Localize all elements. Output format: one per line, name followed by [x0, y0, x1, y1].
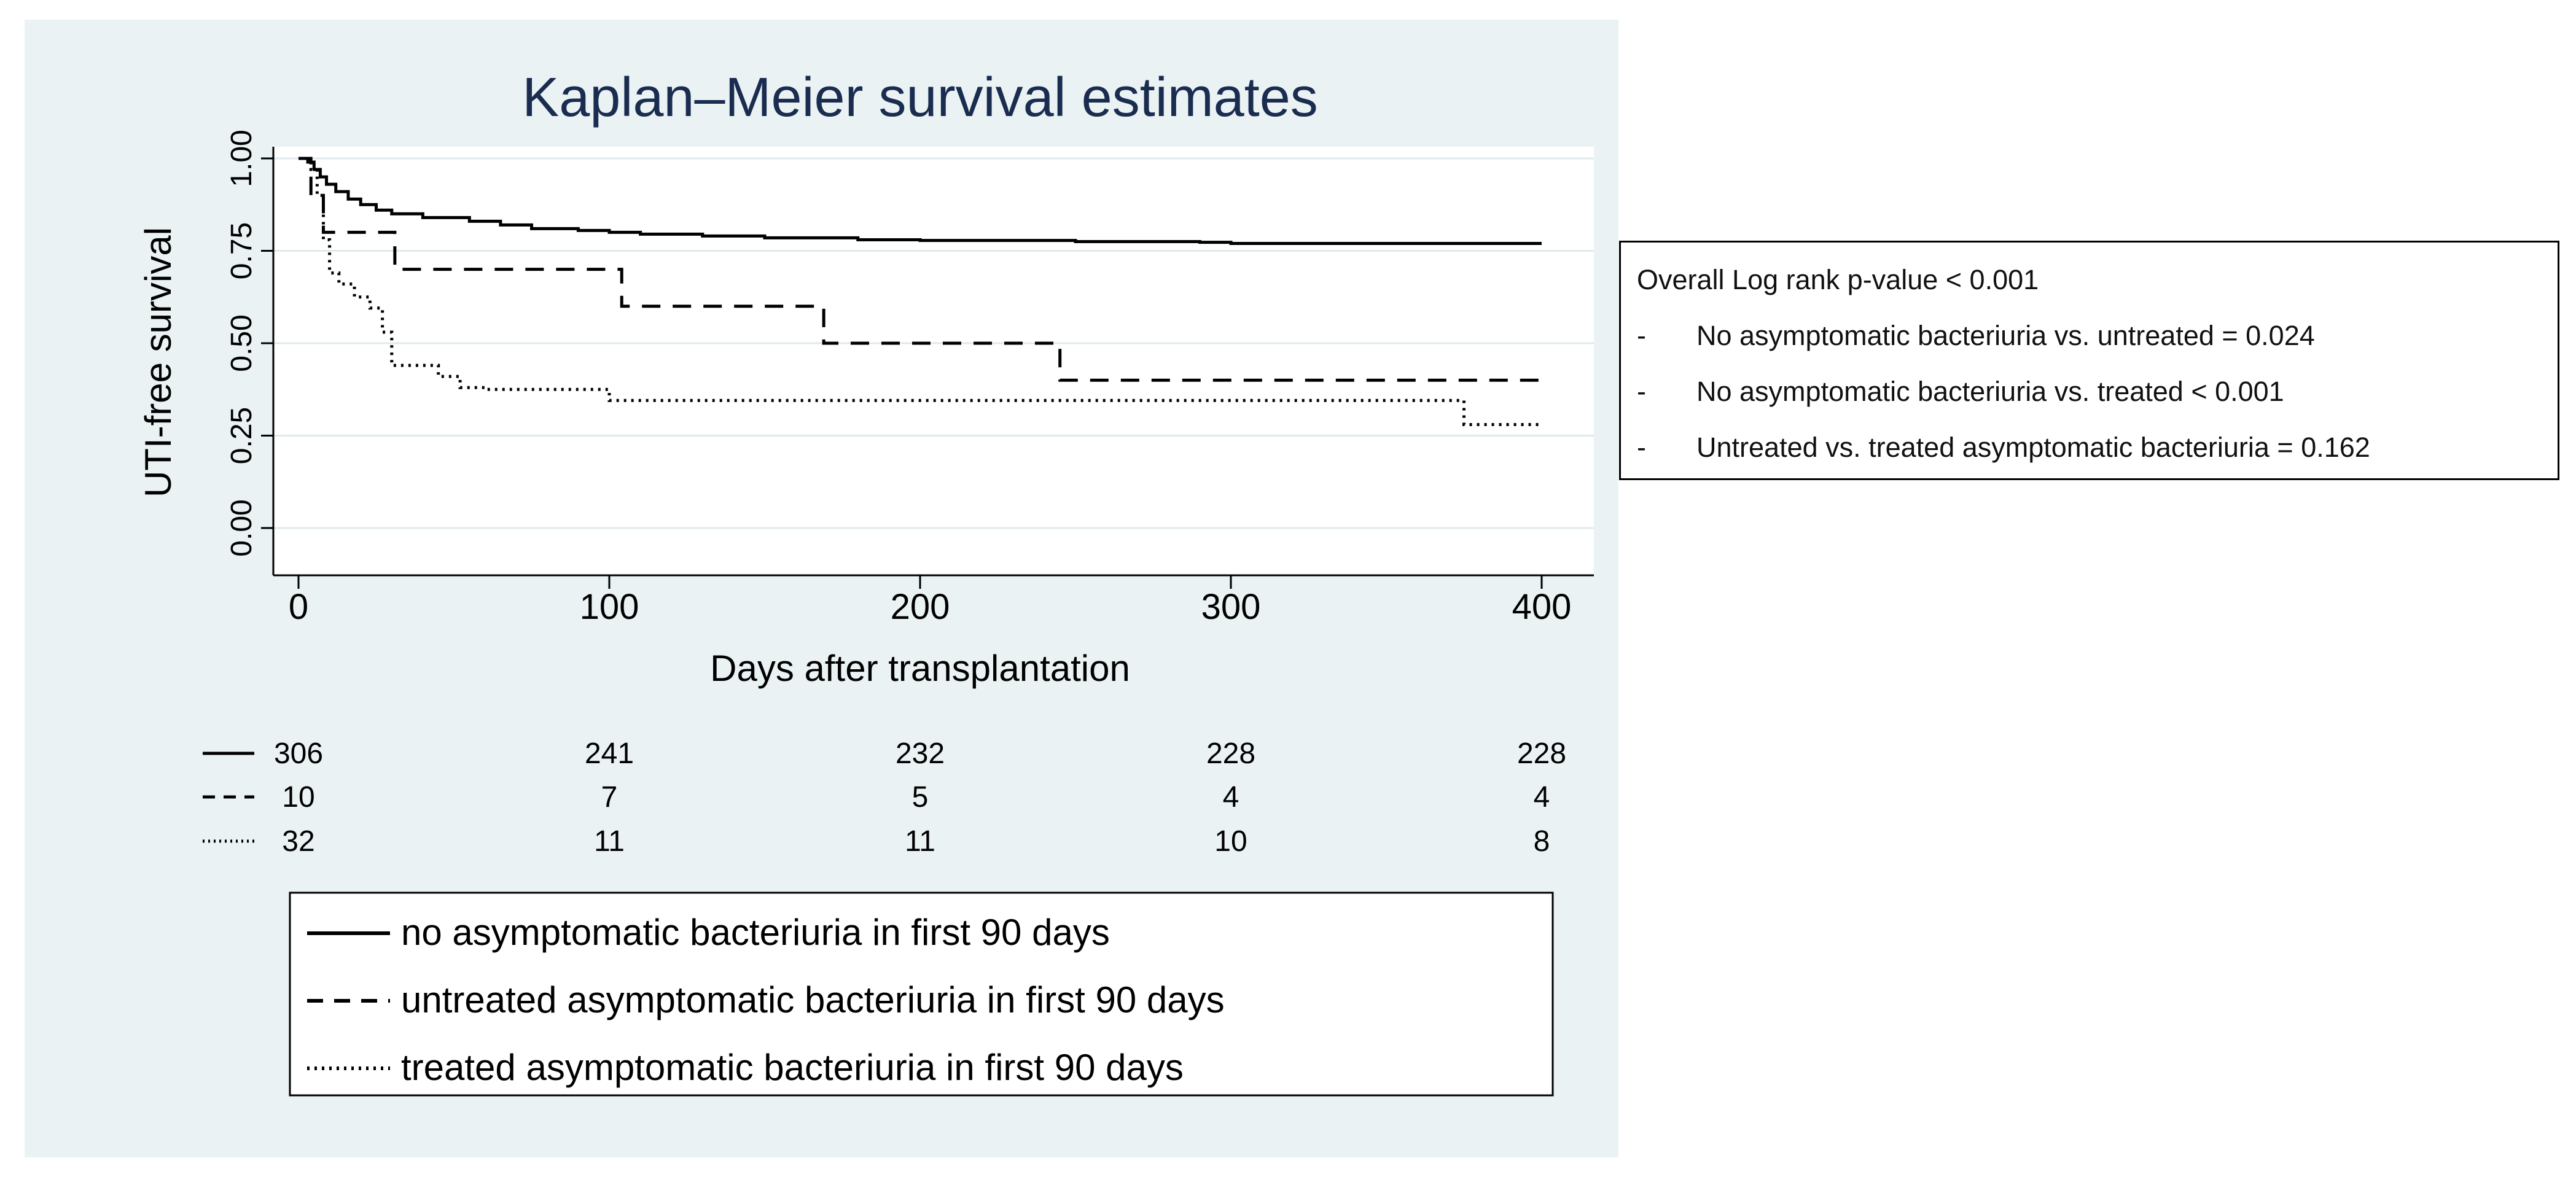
risk-value: 241	[585, 737, 634, 770]
risk-value: 228	[1206, 737, 1255, 770]
y-tick-label: 0.50	[225, 314, 258, 371]
chart-title: Kaplan–Meier survival estimates	[522, 67, 1318, 128]
stats-item-text: No asymptomatic bacteriuria vs. untreate…	[1696, 320, 2315, 351]
x-axis-label: Days after transplantation	[710, 648, 1130, 689]
stats-item-text: No asymptomatic bacteriuria vs. treated …	[1696, 376, 2284, 407]
x-tick-label: 100	[580, 587, 639, 627]
log-rank-stats-box: Overall Log rank p-value < 0.001 - No as…	[1619, 241, 2559, 480]
stats-bullet: -	[1637, 432, 1646, 463]
risk-value: 11	[594, 825, 625, 858]
x-tick-label: 0	[289, 587, 308, 627]
stats-overall-row: Overall Log rank p-value < 0.001	[1621, 266, 2558, 322]
grid-lines	[273, 157, 1594, 529]
figure-panel: 0.00 0.25 0.50 0.75 1.00 0 100 200 300 400 Kaplan…	[25, 20, 1618, 1157]
y-tick-label: 0.25	[225, 407, 258, 464]
risk-value: 32	[282, 825, 314, 858]
stats-item-row: - No asymptomatic bacteriuria vs. treate…	[1621, 378, 2558, 433]
risk-value: 4	[1534, 781, 1550, 814]
stats-overall-text: Overall Log rank p-value < 0.001	[1637, 264, 2039, 295]
legend: no asymptomatic bacteriuria in first 90 …	[289, 891, 1554, 1097]
risk-value: 11	[905, 825, 935, 858]
stats-bullet: -	[1637, 376, 1646, 407]
series-line-solid	[299, 157, 1542, 245]
legend-label-dashed: untreated asymptomatic bacteriuria in fi…	[401, 979, 1225, 1020]
axes: 0.00 0.25 0.50 0.75 1.00 0 100 200 300 400	[225, 130, 1594, 627]
km-chart: 0.00 0.25 0.50 0.75 1.00 0 100 200 300 400 Kaplan…	[138, 67, 1594, 1097]
survival-curves	[299, 157, 1542, 426]
series-line-dashed	[299, 157, 1542, 382]
risk-table: 306 241 232 228 228 10 7 5 4 4 32 11 11 10 8	[203, 737, 1566, 858]
stats-bullet: -	[1637, 320, 1646, 351]
legend-box	[289, 891, 1554, 1097]
stats-item-row: - No asymptomatic bacteriuria vs. untrea…	[1621, 322, 2558, 378]
series-line-dotted	[299, 157, 1542, 426]
x-tick-label: 200	[891, 587, 950, 627]
risk-value: 10	[282, 781, 314, 814]
y-tick-label: 0.00	[225, 499, 258, 556]
risk-value: 4	[1223, 781, 1239, 814]
risk-value: 8	[1534, 825, 1550, 858]
risk-value: 7	[601, 781, 618, 814]
legend-label-dotted: treated asymptomatic bacteriuria in firs…	[401, 1047, 1184, 1088]
risk-value: 232	[896, 737, 945, 770]
stats-item-text: Untreated vs. treated asymptomatic bacte…	[1696, 432, 2370, 463]
stats-item-row: - Untreated vs. treated asymptomatic bac…	[1621, 433, 2558, 489]
risk-value: 10	[1214, 825, 1247, 858]
x-tick-label: 400	[1512, 587, 1572, 627]
risk-value: 228	[1517, 737, 1566, 770]
legend-label-solid: no asymptomatic bacteriuria in first 90 …	[401, 912, 1110, 953]
y-axis-label: UTI-free survival	[138, 227, 179, 497]
x-tick-label: 300	[1201, 587, 1261, 627]
plot-area	[273, 147, 1594, 575]
y-tick-label: 1.00	[225, 130, 258, 187]
risk-value: 306	[274, 737, 323, 770]
y-tick-label: 0.75	[225, 222, 258, 279]
risk-value: 5	[912, 781, 929, 814]
